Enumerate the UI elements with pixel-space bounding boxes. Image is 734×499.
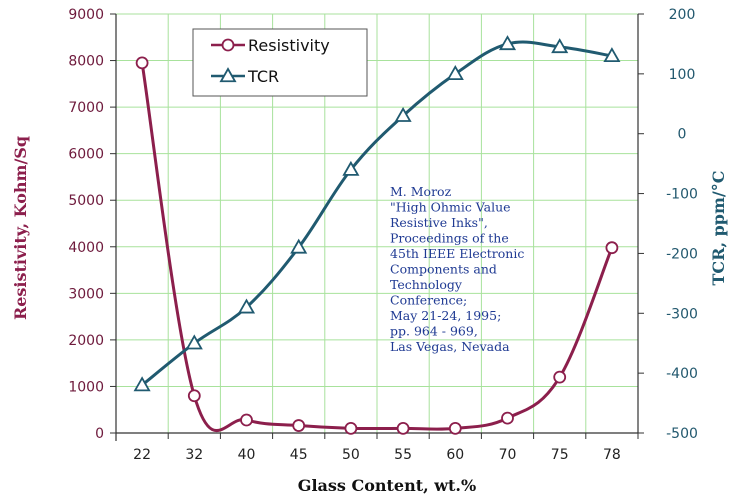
x-tick-label: 45 [290, 447, 308, 463]
y-right-tick-label: -100 [666, 187, 698, 203]
annotation-line: pp. 964 - 969, [390, 324, 478, 339]
annotation-line: May 21-24, 1995; [390, 308, 501, 323]
y-left-tick-label: 4000 [68, 240, 104, 256]
legend: Resistivity TCR [192, 28, 368, 97]
x-tick-label: 50 [342, 447, 360, 463]
legend-marker-tcr [219, 67, 237, 83]
circle-point-resistivity [396, 421, 410, 435]
x-tick-label: 40 [238, 447, 256, 463]
x-tick-label: 22 [133, 447, 151, 463]
triangle-point-tcr [290, 238, 308, 254]
x-tick-label: 32 [185, 447, 203, 463]
series-line-tcr [141, 40, 613, 387]
annotation-line: 45th IEEE Electronic [390, 246, 524, 261]
annotation-line: Las Vegas, Nevada [390, 339, 510, 354]
triangle-point-tcr [133, 376, 151, 392]
triangle-point-tcr [237, 298, 256, 314]
series-resistivity [135, 56, 619, 435]
y-right-tick-label: -200 [666, 246, 698, 262]
y-left-tick-label: 9000 [68, 7, 104, 23]
x-tick-label: 55 [394, 447, 412, 463]
y-axis-right-title: TCR, ppm/°C [709, 171, 728, 286]
legend-label-resistivity: Resistivity [248, 36, 330, 55]
right-axis-ticks: -500 -400 -300 -200 -100 0 100 200 [638, 7, 698, 442]
y-left-tick-label: 8000 [68, 54, 104, 70]
circle-point-resistivity [344, 421, 358, 435]
annotation-line: Resistive Inks", [390, 215, 488, 230]
y-right-tick-label: 200 [669, 7, 696, 23]
y-left-tick-label: 5000 [68, 193, 104, 209]
triangle-point-tcr [551, 38, 569, 54]
triangle-point-tcr [394, 106, 412, 122]
annotation-line: Components and [390, 262, 497, 277]
triangle-point-tcr [498, 35, 517, 51]
series-layer [133, 35, 621, 435]
left-axis-ticks: 0 1000 2000 3000 4000 5000 6000 7000 8000 9000 [68, 7, 116, 442]
triangle-point-tcr [603, 47, 621, 63]
y-left-tick-label: 0 [95, 426, 104, 442]
triangle-point-tcr [342, 160, 360, 176]
x-tick-label: 75 [551, 447, 569, 463]
y-left-tick-label: 3000 [68, 286, 104, 302]
annotation-line: M. Moroz [390, 184, 452, 199]
circle-point-resistivity [605, 241, 619, 255]
y-right-tick-label: 100 [669, 67, 696, 83]
annotation-line: Conference; [390, 293, 467, 308]
circle-point-resistivity [292, 419, 306, 432]
annotation-line: "High Ohmic Value [390, 200, 511, 215]
circle-point-resistivity [501, 411, 514, 425]
circle-point-resistivity [448, 421, 462, 435]
x-tick-label: 78 [603, 447, 621, 463]
legend-label-tcr: TCR [247, 67, 279, 86]
circle-point-resistivity [187, 389, 201, 403]
x-tick-label: 60 [446, 447, 464, 463]
triangle-point-tcr [185, 334, 203, 350]
circle-point-resistivity [135, 56, 149, 70]
triangle-point-tcr [446, 65, 464, 81]
y-left-tick-label: 2000 [68, 333, 104, 349]
circle-point-resistivity [553, 370, 567, 384]
x-tick-label: 70 [499, 447, 517, 463]
circle-point-resistivity [240, 413, 253, 427]
series-tcr [133, 35, 621, 392]
legend-marker-resistivity [221, 38, 235, 52]
y-right-tick-label: -500 [666, 426, 698, 442]
annotation-line: Technology [390, 277, 463, 292]
x-axis-title: Glass Content, wt.% [298, 476, 476, 495]
y-left-tick-label: 6000 [68, 147, 104, 163]
y-left-tick-label: 7000 [68, 100, 104, 116]
legend-box [192, 28, 368, 97]
y-right-tick-label: -400 [666, 366, 698, 382]
citation-annotation: M. Moroz "High Ohmic Value Resistive Inks"… [390, 184, 524, 354]
y-right-tick-label: 0 [678, 127, 687, 143]
y-left-tick-label: 1000 [68, 379, 104, 395]
x-axis-ticks: 22 32 40 45 50 55 60 70 75 78 [115, 433, 639, 463]
y-axis-left-title: Resistivity, Kohm/Sq [11, 136, 30, 320]
y-right-tick-label: -300 [666, 306, 698, 322]
annotation-line: Proceedings of the [390, 231, 509, 246]
